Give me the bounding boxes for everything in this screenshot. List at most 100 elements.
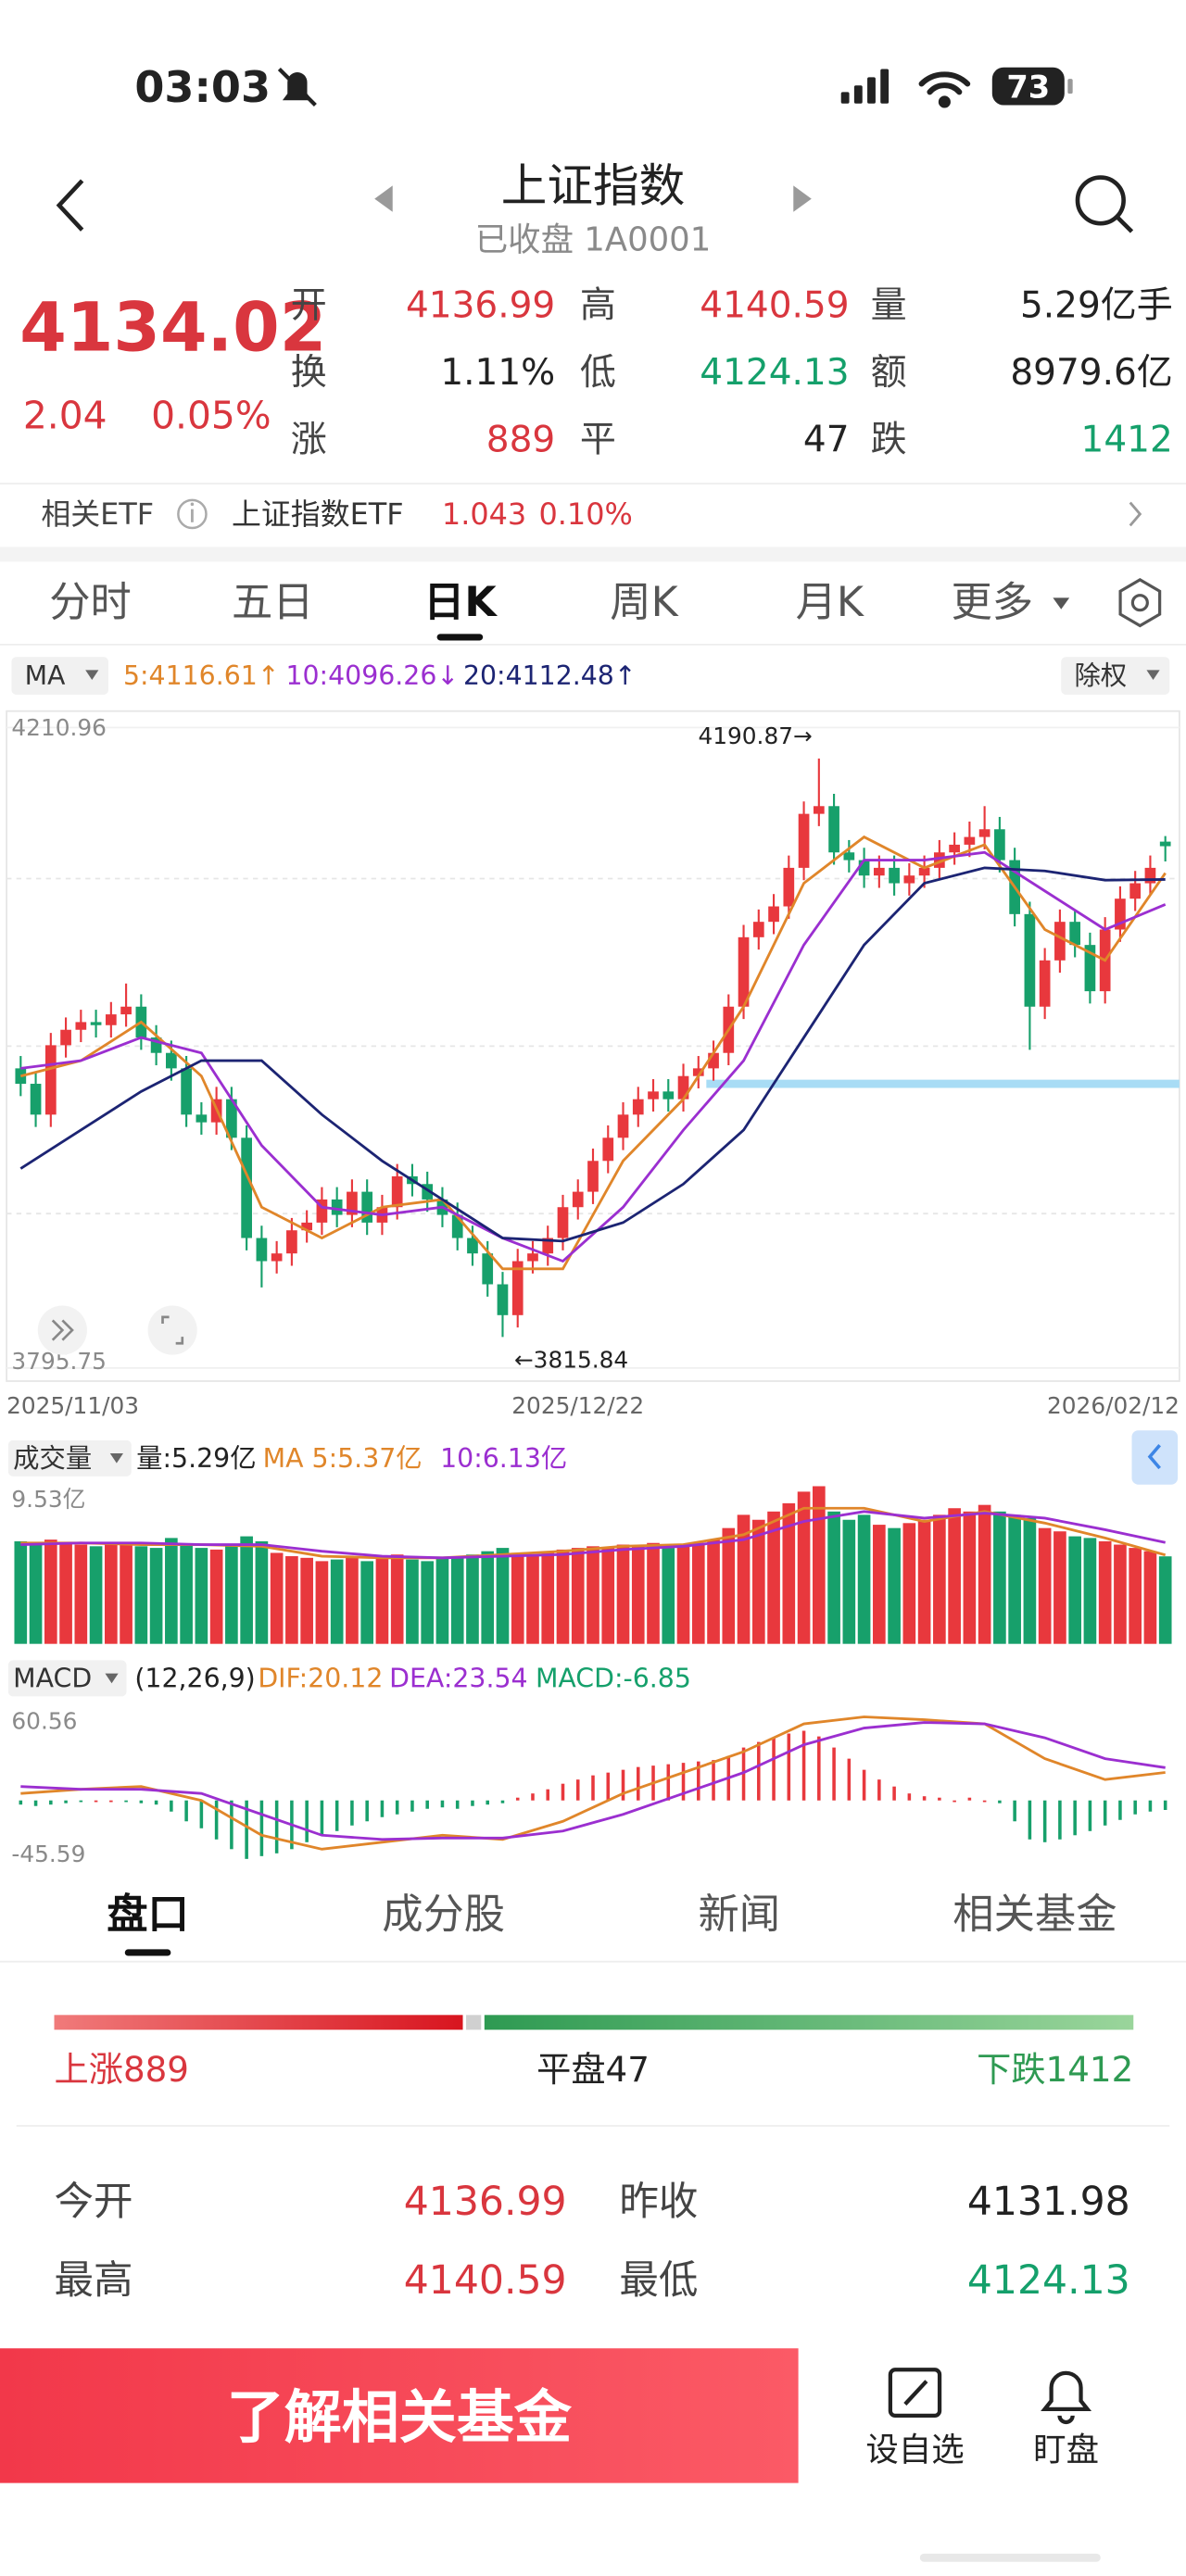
prev-index[interactable] <box>374 185 393 212</box>
volume-bar <box>541 1551 555 1644</box>
settings-icon[interactable] <box>1118 578 1162 628</box>
watch-icon[interactable] <box>888 2368 942 2419</box>
decliners-label: 下跌1412 <box>977 2049 1133 2090</box>
stat-value: 4136.99 <box>406 284 555 326</box>
detail-tab[interactable]: 相关基金 <box>953 1891 1117 1939</box>
volume-bar <box>963 1511 977 1644</box>
collapse-button[interactable] <box>1131 1430 1179 1485</box>
volume-bar <box>390 1554 404 1644</box>
stat-label: 换 <box>291 352 327 394</box>
period-tab[interactable]: 日K <box>423 579 498 626</box>
detail-tab[interactable]: 盘口 <box>107 1891 189 1939</box>
candle-body <box>964 836 976 845</box>
volume-bar <box>195 1548 208 1644</box>
etf-price: 1.043 <box>442 496 526 532</box>
mute-icon <box>277 68 317 107</box>
volume-bar <box>827 1511 840 1644</box>
volume-bar <box>782 1502 796 1644</box>
ma-selector[interactable] <box>11 657 109 695</box>
volume-chart: 量:5.29亿 MA 5:5.37亿 10:6.13亿 9.53亿 <box>11 1443 1172 1644</box>
candle-body <box>467 1238 478 1254</box>
stat-label: 量 <box>871 284 907 326</box>
volume-bar <box>105 1544 118 1644</box>
stat-label: 高 <box>580 284 616 326</box>
stat-value: 889 <box>486 420 555 461</box>
x-tick-label: 2026/02/12 <box>1047 1392 1180 1419</box>
high-annotation: 4190.87→ <box>698 723 812 749</box>
candle-body <box>44 1045 57 1115</box>
period-tab[interactable]: 五日 <box>232 579 314 626</box>
macd-caret <box>105 1673 119 1684</box>
search-button[interactable] <box>1075 175 1134 233</box>
advancers-bar <box>54 2015 463 2030</box>
period-tab[interactable]: 月K <box>796 579 864 626</box>
y-tick-label: -45.59 <box>11 1841 85 1867</box>
volume-bar <box>406 1559 419 1644</box>
candle-body <box>889 867 900 884</box>
monitor-icon[interactable] <box>1041 2370 1092 2425</box>
back-button[interactable] <box>56 179 84 232</box>
volume-selector[interactable] <box>7 1439 132 1476</box>
volume-bar <box>737 1514 751 1644</box>
macd-selector[interactable] <box>7 1660 127 1697</box>
etf-chevron[interactable] <box>1129 501 1142 527</box>
volume-bar <box>74 1544 88 1644</box>
watch-label[interactable]: 设自选 <box>865 2431 964 2469</box>
volume-bar <box>240 1536 253 1644</box>
volume-bar <box>180 1544 193 1644</box>
unchanged-bar <box>466 2015 482 2030</box>
volume-bar <box>676 1544 690 1644</box>
candle-body <box>752 922 764 937</box>
candle-body <box>1039 960 1051 1007</box>
battery-cap <box>1067 79 1073 94</box>
candle-body <box>1054 922 1066 961</box>
volume-bar <box>978 1504 991 1644</box>
table-value: 4136.99 <box>404 2180 567 2225</box>
volume-caret <box>109 1453 123 1464</box>
market-breadth: 上涨889 平盘47 下跌1412 <box>54 2015 1134 2090</box>
cta-button[interactable] <box>0 2348 799 2483</box>
monitor-label[interactable]: 盯盘 <box>1033 2431 1099 2469</box>
candle-body <box>783 867 795 907</box>
volume-bar <box>571 1548 585 1644</box>
detail-tab[interactable]: 新闻 <box>698 1891 780 1939</box>
detail-tab[interactable]: 成分股 <box>382 1891 505 1939</box>
candle-body <box>316 1199 328 1223</box>
decliners-bar <box>484 2015 1134 2030</box>
volume-legend-item: MA 5:5.37亿 <box>263 1443 423 1474</box>
stat-value: 1412 <box>1081 420 1173 461</box>
etf-label: 相关ETF <box>41 496 154 532</box>
period-tab[interactable]: 分时 <box>49 579 132 626</box>
fullscreen-button[interactable] <box>147 1305 197 1355</box>
candle-body <box>602 1137 614 1162</box>
candle-body <box>1084 945 1096 992</box>
candle-body <box>934 852 945 868</box>
home-indicator <box>919 2553 1101 2562</box>
volume-bar <box>225 1546 238 1644</box>
y-tick-label: 9.53亿 <box>11 1486 85 1513</box>
period-tab[interactable]: 更多 <box>951 579 1033 626</box>
ma-line <box>19 866 1166 1243</box>
volume-bar <box>511 1552 524 1644</box>
volume-bar <box>1038 1527 1052 1644</box>
candle-body <box>347 1191 358 1215</box>
candle-body <box>662 1091 675 1100</box>
candle-body <box>1069 922 1081 946</box>
volume-bar <box>134 1546 148 1644</box>
ma-legend: 5:4116.61↑ 10:4096.26↓ 20:4112.48↑ <box>123 660 637 691</box>
period-tab[interactable]: 周K <box>610 579 678 626</box>
volume-bar <box>691 1542 705 1644</box>
volume-bar <box>300 1557 313 1644</box>
candle-body <box>391 1175 403 1208</box>
volume-bar <box>857 1514 871 1644</box>
adjust-selector[interactable] <box>1061 657 1170 695</box>
stat-value: 8979.6亿 <box>1010 352 1172 394</box>
expand-button[interactable] <box>37 1305 87 1355</box>
volume-bar <box>888 1527 901 1644</box>
etf-name[interactable]: 上证指数ETF <box>232 496 404 532</box>
volume-bar <box>44 1539 57 1644</box>
stat-label: 涨 <box>291 420 327 461</box>
next-index[interactable] <box>793 185 812 212</box>
ma-legend-item: 10:4096.26↓ <box>285 660 459 691</box>
